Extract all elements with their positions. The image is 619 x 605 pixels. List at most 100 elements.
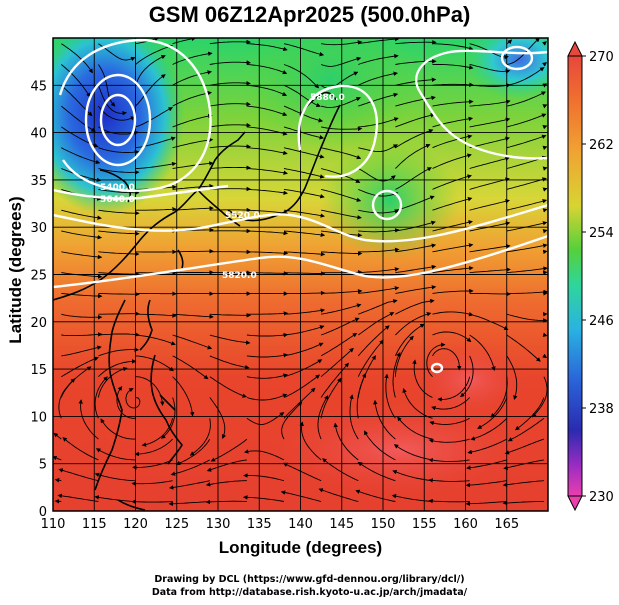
streamline — [283, 271, 326, 276]
streamline — [395, 40, 437, 45]
streamline — [542, 208, 548, 213]
streamline — [283, 188, 325, 199]
streamline — [542, 353, 548, 358]
streamline — [57, 493, 99, 502]
streamline — [395, 167, 432, 190]
streamline — [246, 64, 288, 75]
streamline — [428, 478, 470, 483]
streamline — [175, 438, 211, 465]
streamline — [170, 459, 211, 476]
streamline — [135, 355, 174, 372]
streamline — [98, 251, 140, 257]
streamline — [246, 209, 289, 216]
credit-data: Data from http://database.rish.kyoto-u.a… — [151, 587, 468, 598]
streamline — [98, 230, 140, 236]
streamline — [97, 366, 128, 398]
streamline — [349, 394, 359, 440]
streamline — [246, 332, 289, 338]
streamline — [320, 96, 361, 108]
x-tick-label: 135 — [247, 517, 272, 532]
streamline — [135, 44, 174, 65]
streamline — [506, 113, 547, 128]
streamline — [469, 136, 510, 149]
streamline — [95, 448, 136, 461]
streamline — [465, 501, 507, 506]
streamline — [284, 290, 326, 296]
streamline — [542, 187, 548, 192]
streamline — [358, 267, 400, 274]
streamline — [429, 417, 470, 426]
streamline — [506, 334, 541, 362]
streamline — [135, 107, 173, 128]
streamline — [506, 199, 548, 211]
streamline — [242, 495, 285, 502]
streamline — [469, 64, 511, 74]
streamline — [393, 444, 433, 461]
streamline — [246, 311, 289, 316]
streamline — [469, 99, 511, 107]
streamline — [135, 74, 166, 107]
streamline — [161, 397, 176, 439]
x-tick-label: 110 — [41, 517, 66, 532]
streamline — [397, 416, 433, 440]
streamline — [209, 313, 252, 318]
streamline — [283, 84, 321, 108]
streamline — [321, 209, 362, 220]
streamline — [94, 472, 136, 482]
streamline — [395, 59, 437, 65]
streamline — [506, 134, 547, 149]
streamline — [320, 377, 342, 419]
streamline — [531, 376, 548, 418]
streamline — [246, 393, 288, 401]
streamline — [168, 501, 210, 507]
streamline — [506, 177, 547, 190]
streamline — [246, 373, 288, 379]
streamline — [58, 468, 99, 482]
streamline — [506, 266, 548, 274]
streamline — [321, 126, 363, 132]
streamline — [209, 355, 250, 370]
streamline — [506, 91, 547, 107]
streamline — [283, 387, 316, 419]
streamline — [426, 342, 446, 378]
colorbar-tick-label: 246 — [589, 314, 614, 329]
streamline — [61, 64, 91, 98]
streamline — [283, 43, 325, 57]
streamline — [542, 104, 548, 109]
streamline — [357, 355, 376, 398]
streamline — [134, 438, 173, 457]
streamline — [358, 286, 400, 294]
streamline — [542, 125, 548, 130]
streamline — [172, 376, 195, 417]
streamline — [61, 147, 101, 165]
streamline — [320, 332, 358, 357]
height-contours — [53, 38, 548, 374]
streamline — [98, 359, 137, 378]
streamline — [98, 168, 140, 175]
streamline — [281, 401, 303, 440]
contour-label: 5640.0 — [100, 195, 135, 205]
x-tick-label: 120 — [123, 517, 148, 532]
streamline — [320, 188, 362, 202]
streamline — [172, 51, 213, 65]
streamline — [469, 156, 510, 169]
streamline — [246, 84, 288, 96]
streamline — [209, 334, 251, 345]
streamline — [135, 313, 177, 318]
streamline — [358, 53, 399, 65]
streamline — [135, 334, 176, 346]
streamline — [246, 250, 289, 256]
streamline — [320, 56, 362, 67]
streamline — [283, 374, 321, 398]
streamline — [94, 376, 108, 419]
y-tick-label: 45 — [30, 79, 47, 94]
streamline — [100, 418, 136, 440]
colorbar-tick-label: 254 — [589, 226, 614, 241]
streamline — [358, 209, 400, 214]
streamline — [131, 499, 173, 504]
streamline — [209, 39, 251, 45]
y-tick-label: 35 — [30, 174, 47, 189]
streamline — [542, 41, 547, 46]
streamline — [469, 313, 509, 330]
